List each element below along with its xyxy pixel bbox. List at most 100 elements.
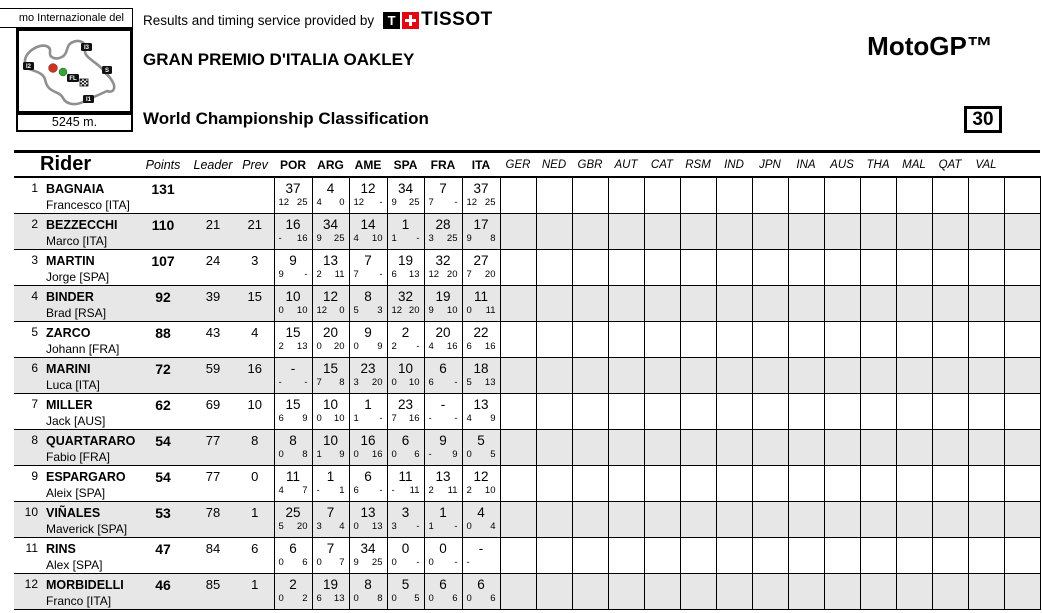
sprint-points: 1	[428, 521, 434, 532]
provider-text: Results and timing service provided by	[143, 12, 375, 28]
marker-i1: I1	[83, 95, 94, 103]
page-number-badge: 30	[964, 106, 1002, 133]
rider-points: 110	[151, 217, 175, 233]
rider-surname: MARTIN	[46, 254, 95, 268]
race-points-cell: 15 2 13	[273, 321, 312, 358]
race-total-points: 37	[473, 181, 489, 196]
race-points-empty-cell	[823, 501, 860, 538]
race-total-points: -	[440, 397, 446, 412]
race-points-empty-cell	[571, 249, 608, 286]
race-points-empty-cell	[895, 321, 932, 358]
race-points-empty-cell	[895, 393, 932, 430]
race-points-cell: --	[461, 537, 500, 574]
sprint-points: -	[278, 233, 282, 244]
rider-points: 62	[155, 397, 171, 413]
sprint-points: 6	[428, 377, 434, 388]
race-total-points: 13	[360, 505, 376, 520]
rider-surname: QUARTARARO	[46, 434, 136, 448]
race-header-aut: AUT	[608, 150, 644, 178]
race-points-empty-cell	[931, 249, 968, 286]
race-points-cell: 10 0 10	[311, 393, 349, 430]
sprint-points: 12	[353, 197, 365, 208]
rider-position: 4	[31, 289, 38, 303]
race-total-points: 8	[289, 433, 297, 448]
grand-prix-points: 8	[377, 593, 383, 604]
race-total-points: 13	[473, 397, 489, 412]
sprint-points: 6	[466, 341, 472, 352]
grand-prix-points: 6	[490, 593, 496, 604]
race-points-empty-cell	[751, 393, 788, 430]
race-sub-points: 6 13	[313, 593, 349, 605]
race-sub-points: 3 20	[350, 377, 387, 389]
rider-surname: MILLER	[46, 398, 93, 412]
race-sub-points: 7-	[425, 197, 462, 209]
sprint-points: 2	[428, 485, 434, 496]
gap-to-previous: 4	[251, 325, 259, 340]
race-total-points: 20	[435, 325, 451, 340]
race-total-points: -	[290, 361, 296, 376]
sprint-points: 0	[391, 557, 397, 568]
race-points-empty-cell	[679, 501, 716, 538]
race-points-cell: 12 12-	[348, 177, 387, 214]
grand-prix-points: 4	[339, 521, 345, 532]
race-header-ind: IND	[716, 150, 752, 178]
sprint-points: 3	[316, 521, 322, 532]
sprint-points: 0	[278, 557, 284, 568]
tissot-wordmark: TISSOT	[421, 9, 493, 30]
grand-prix-points: -	[416, 233, 420, 244]
grand-prix-points: 6	[414, 449, 420, 460]
grand-prix-points: 10	[371, 233, 383, 244]
race-points-empty-cell	[535, 249, 572, 286]
race-points-empty-cell	[643, 213, 680, 250]
sprint-points: 7	[466, 269, 472, 280]
race-points-cell: 14 4 10	[348, 213, 387, 250]
race-header-mal: MAL	[896, 150, 932, 178]
gap-to-leader: 85	[205, 577, 221, 592]
race-points-empty-cell	[787, 573, 824, 610]
grand-prix-points: 20	[333, 341, 345, 352]
rider-name-cell: MILLER Jack [AUS]	[38, 394, 136, 430]
championship-table: Rider Points Leader Prev POR ARG AME SPA FRA…	[14, 150, 1041, 610]
rider-firstname: Luca [ITA]	[46, 378, 100, 392]
race-points-empty-cell	[967, 177, 1004, 214]
race-sub-points: 2 13	[275, 341, 312, 353]
race-points-cell: 28 3 25	[423, 213, 462, 250]
race-points-empty-cell	[715, 285, 752, 322]
race-points-cell: 27 7 20	[461, 249, 500, 286]
rider-name-cell: VIÑALES Maverick [SPA]	[38, 502, 136, 538]
race-points-empty-cell	[499, 177, 536, 214]
race-points-empty-cell	[679, 465, 716, 502]
sprint-points: 4	[316, 197, 322, 208]
race-points-empty-cell	[679, 177, 716, 214]
race-total-points: 32	[397, 289, 414, 304]
rider-column-header: Rider	[14, 150, 136, 178]
race-sub-points: 12 25	[463, 197, 500, 209]
race-total-points: 32	[435, 253, 451, 268]
race-points-empty-cell	[931, 357, 968, 394]
race-points-empty-cell	[823, 537, 860, 574]
race-points-empty-cell	[751, 573, 788, 610]
race-points-empty-cell	[499, 321, 536, 358]
race-points-empty-cell	[679, 357, 716, 394]
grand-prix-points: 13	[408, 269, 420, 280]
track-map: I2 I3 S FL I1	[16, 28, 133, 114]
race-points-empty-cell	[967, 249, 1004, 286]
race-points-empty-cell	[643, 249, 680, 286]
race-sub-points: 1-	[350, 413, 387, 425]
race-points-cell: 34 9 25	[311, 213, 349, 250]
race-total-points: 6	[477, 577, 485, 592]
race-total-points: 2	[289, 577, 297, 592]
rider-surname: ESPARGARO	[46, 470, 126, 484]
race-sub-points: 0 20	[313, 341, 349, 353]
sprint-points: 9	[466, 233, 472, 244]
